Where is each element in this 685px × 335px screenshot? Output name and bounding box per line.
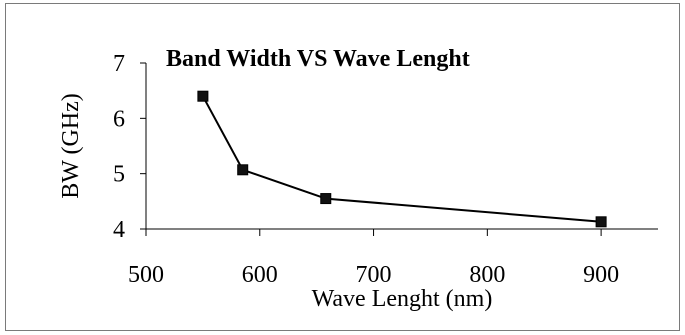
y-tick-label-1: 5: [113, 162, 125, 188]
y-axis-title: BW (GHz): [58, 93, 84, 199]
x-axis-title: Wave Lenght (nm): [312, 286, 493, 312]
x-tick-label-1: 600: [242, 262, 278, 288]
x-tick-label-3: 800: [469, 262, 505, 288]
x-tick-label-2: 700: [356, 262, 392, 288]
y-tick-label-2: 6: [113, 106, 125, 132]
series-line-0: [202, 95, 602, 223]
data-point-0-3: [595, 216, 607, 228]
y-tick-label-0: 4: [113, 217, 125, 243]
data-point-0-2: [320, 193, 332, 205]
y-axis-ticks: 4 5 6 7: [113, 51, 146, 243]
chart-frame: [5, 3, 680, 331]
y-tick-label-3: 7: [113, 51, 125, 77]
x-axis-ticks: 500 600 700 800 900: [128, 229, 619, 288]
data-point-0-0: [197, 90, 209, 102]
series-group: [197, 90, 607, 228]
x-tick-label-0: 500: [128, 262, 164, 288]
x-tick-label-4: 900: [583, 262, 619, 288]
chart-title: Band Width VS Wave Lenght: [166, 46, 470, 72]
data-point-0-1: [237, 164, 249, 176]
